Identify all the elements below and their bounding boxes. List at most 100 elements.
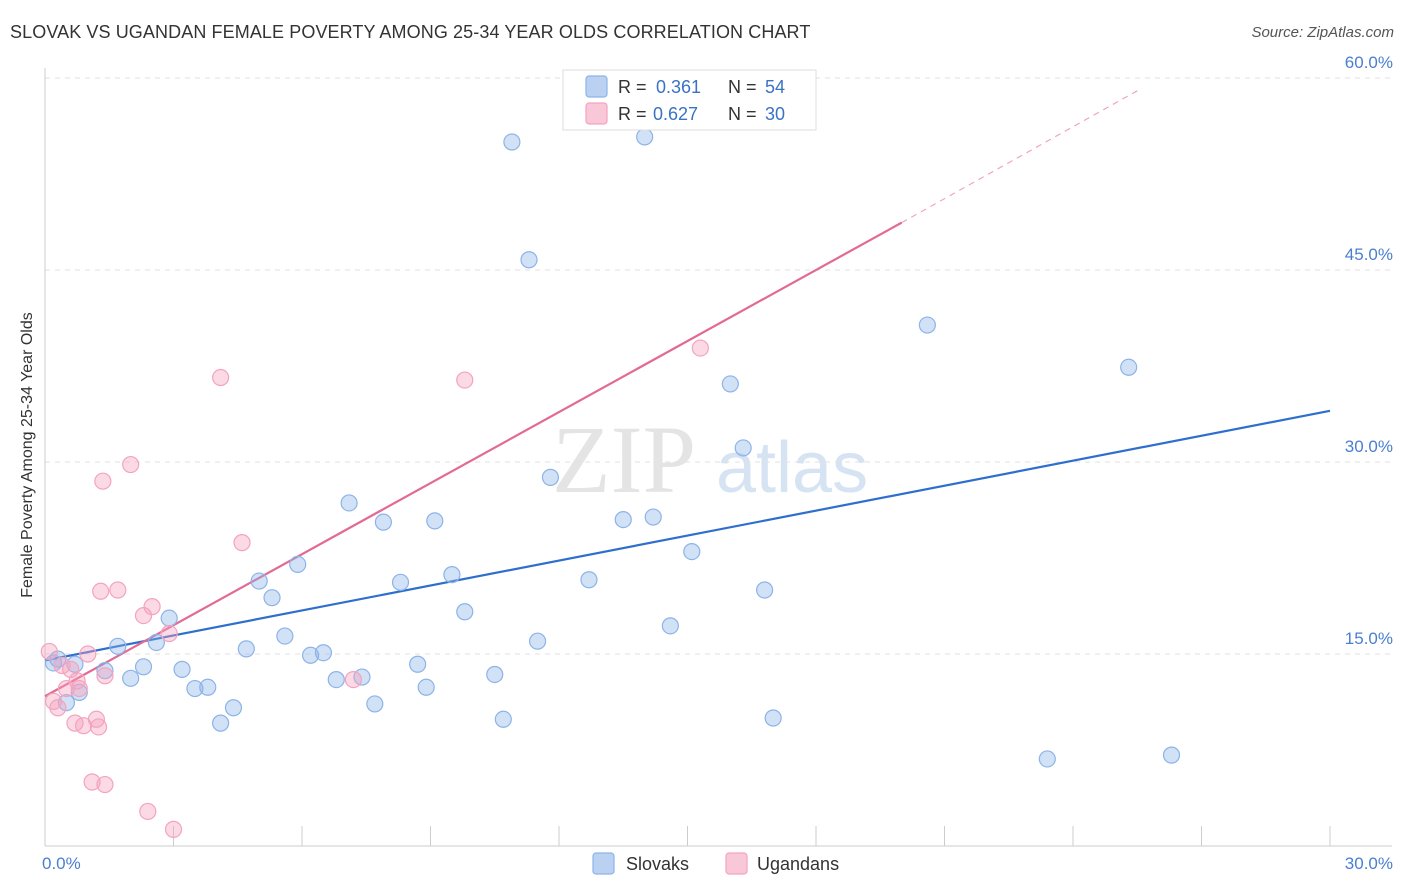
ugandans-point	[96, 667, 114, 685]
ugandans-point	[92, 582, 110, 600]
ugandans-point	[143, 598, 161, 616]
legend-ugandans-label: Ugandans	[757, 854, 839, 874]
stats-legend: R = 0.361 N = 54 R = 0.627 N = 30	[562, 69, 817, 131]
source-label: Source: ZipAtlas.com	[1251, 24, 1394, 41]
slovaks-point	[276, 627, 294, 645]
slovaks-point	[1162, 746, 1181, 764]
slovaks-point	[57, 694, 76, 712]
slovaks-point	[528, 632, 547, 650]
trend-lines	[44, 90, 1331, 698]
y-tick-label: 15.0%	[1345, 629, 1393, 648]
ugandans-point	[160, 624, 178, 643]
slovaks-point	[224, 699, 243, 717]
slovaks-point	[918, 316, 936, 334]
slovaks-point	[314, 644, 333, 662]
slovaks-r-value: 0.361	[656, 77, 701, 97]
ugandans-point	[212, 368, 230, 387]
slovaks-point	[683, 542, 701, 561]
slovaks-point	[541, 468, 560, 486]
slovaks-point	[1120, 358, 1138, 376]
ugandans-point	[89, 718, 108, 736]
slovaks-point	[250, 572, 268, 590]
slovaks-point	[263, 589, 281, 607]
slovaks-point	[289, 555, 307, 574]
ugandans-point	[70, 679, 88, 698]
ugandans-n-value: 30	[765, 104, 785, 124]
legend-slovaks-swatch	[592, 852, 615, 875]
slovaks-swatch	[585, 75, 608, 98]
slovaks-point	[147, 633, 165, 652]
ugandans-swatch	[585, 102, 608, 125]
ugandans-point	[83, 773, 101, 791]
ugandans-point	[233, 534, 251, 552]
slovaks-point	[426, 512, 444, 530]
x-tick-label: 30.0%	[1345, 854, 1393, 873]
slovaks-point	[636, 128, 654, 146]
ugandans-point	[456, 371, 474, 389]
slovaks-point	[122, 669, 140, 687]
slovaks-point	[614, 510, 632, 529]
slovaks-point	[661, 617, 679, 635]
slovaks-point	[417, 678, 435, 696]
legend-ugandans-swatch	[725, 852, 748, 875]
ugandans-r-value: 0.627	[653, 104, 698, 124]
watermark-zip: ZIP	[552, 406, 696, 513]
ugandans-trend-line	[44, 221, 903, 698]
slovaks-point	[1038, 750, 1056, 768]
ugandans-point	[94, 472, 112, 490]
ugandans-point	[344, 670, 362, 689]
slovaks-point	[186, 679, 204, 698]
ugandans-point	[122, 455, 140, 474]
slovaks-point	[644, 508, 662, 526]
slovaks-point	[755, 581, 774, 599]
watermark: ZIP atlas	[552, 406, 868, 513]
slovaks-n-label: N =	[728, 77, 757, 97]
slovaks-point	[374, 513, 392, 531]
ugandans-n-label: N =	[728, 104, 757, 124]
slovaks-point	[734, 439, 752, 457]
tick-labels: 15.0% 30.0% 45.0% 60.0% 0.0% 30.0%	[42, 53, 1393, 873]
series-legend: Slovaks Ugandans	[592, 852, 839, 875]
slovaks-point	[327, 670, 345, 689]
slovaks-trend-line	[44, 409, 1331, 662]
y-tick-label: 30.0%	[1345, 437, 1393, 456]
slovaks-point	[721, 375, 739, 393]
ugandans-r-label: R =	[618, 104, 647, 124]
slovaks-point	[160, 609, 178, 627]
ugandans-point	[134, 606, 153, 625]
slovaks-point	[199, 678, 217, 696]
ugandans-point	[79, 645, 97, 663]
slovaks-point	[173, 660, 191, 678]
slovaks-point	[494, 710, 512, 728]
legend-slovaks-label: Slovaks	[626, 854, 689, 874]
slovaks-point	[237, 640, 255, 658]
slovaks-point	[503, 133, 521, 151]
slovaks-point	[212, 714, 230, 732]
slovaks-point	[96, 662, 114, 680]
watermark-atlas: atlas	[716, 428, 868, 508]
slovaks-r-label: R =	[618, 77, 647, 97]
slovaks-point	[456, 603, 474, 621]
slovaks-point	[366, 695, 384, 713]
slovaks-point	[409, 655, 427, 673]
ugandans-point	[49, 699, 67, 717]
slovaks-n-value: 54	[765, 77, 785, 97]
ugandans-point	[96, 775, 114, 794]
data-points	[40, 128, 1181, 838]
slovaks-point	[340, 494, 358, 512]
ugandans-point	[691, 339, 709, 357]
axes	[44, 68, 1392, 847]
y-tick-label: 60.0%	[1345, 53, 1393, 72]
ugandans-point	[109, 581, 127, 599]
grid	[45, 77, 1392, 655]
ugandans-trend-extension	[901, 90, 1138, 224]
slovaks-point	[520, 251, 538, 269]
slovaks-point	[443, 566, 461, 584]
slovaks-point	[109, 637, 127, 655]
slovaks-point	[301, 646, 320, 664]
slovaks-point	[391, 573, 410, 591]
slovaks-point	[764, 709, 782, 727]
slovaks-point	[580, 571, 598, 589]
y-tick-label: 45.0%	[1345, 245, 1393, 264]
